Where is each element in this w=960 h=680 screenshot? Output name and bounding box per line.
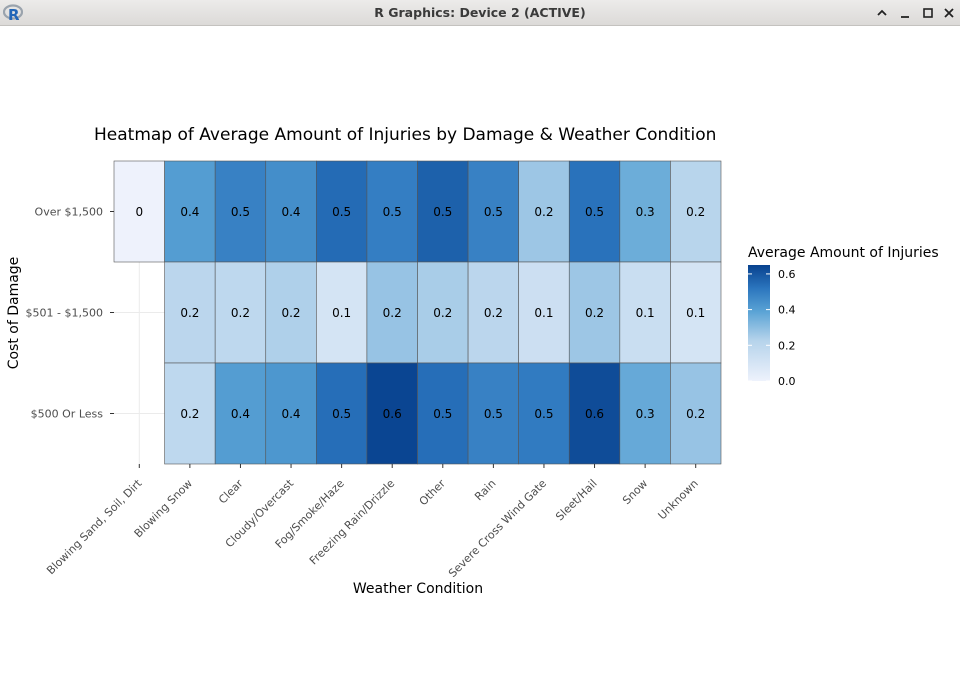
x-tick-label: Unknown: [656, 477, 701, 522]
heatmap-tile: [518, 261, 570, 364]
heatmap-tile: [619, 261, 671, 364]
heatmap-tile: [214, 261, 267, 364]
legend: Average Amount of Injuries 0.0 0.2 0.4 0.6: [748, 245, 939, 388]
heatmap-tile: [670, 362, 722, 465]
cell-value-label: 0.2: [686, 205, 705, 219]
x-tick-label: Sleet/Hail: [553, 477, 599, 523]
cell-value-label: 0.5: [484, 205, 503, 219]
close-icon[interactable]: [940, 4, 958, 22]
x-tick-label: Severe Cross Wind Gate: [446, 477, 549, 580]
cell-value-label: 0.3: [636, 407, 655, 421]
cell-value-label: 0.4: [281, 407, 300, 421]
cell-value-label: 0.4: [231, 407, 250, 421]
x-tick-label: Blowing Sand, Soil, Dirt: [44, 476, 145, 577]
chart-title: Heatmap of Average Amount of Injuries by…: [94, 125, 716, 145]
heatmap-tile: [417, 261, 469, 364]
cell-value-label: 0.2: [281, 306, 300, 320]
cell-value-label: 0.2: [484, 306, 503, 320]
heatmap-tile: [366, 261, 418, 364]
cell-value-label: 0.2: [383, 306, 402, 320]
cell-value-label: 0.1: [332, 306, 351, 320]
heatmap-tile: [467, 160, 519, 263]
heatmap-tile: [113, 160, 165, 263]
heatmap-chart: Heatmap of Average Amount of Injuries by…: [6, 125, 939, 597]
cell-value-label: 0.1: [534, 306, 553, 320]
heatmap-tile: [265, 261, 317, 364]
heatmap-tile: [568, 261, 621, 364]
legend-colorbar: [748, 265, 770, 381]
cell-value-label: 0.2: [180, 407, 199, 421]
cell-value-label: 0.5: [484, 407, 503, 421]
heatmap-tile: [316, 160, 368, 263]
heatmap-tile: [214, 160, 267, 263]
window-titlebar[interactable]: R R Graphics: Device 2 (ACTIVE): [0, 0, 960, 26]
heatmap-tile: [417, 362, 469, 465]
x-axis-label: Weather Condition: [353, 581, 483, 597]
cell-value-label: 0.6: [585, 407, 604, 421]
plot-canvas: Heatmap of Average Amount of Injuries by…: [0, 26, 960, 676]
cell-value-label: 0.5: [231, 205, 250, 219]
heatmap-tile: [518, 362, 570, 465]
legend-tick-label: 0.0: [778, 375, 796, 388]
cell-value-label: 0.5: [585, 205, 604, 219]
y-tick-label: Over $1,500: [35, 206, 103, 219]
heatmap-tile: [316, 362, 368, 465]
y-tick-label: $501 - $1,500: [26, 307, 103, 320]
cell-value-label: 0.1: [636, 306, 655, 320]
cell-value-label: 0.2: [180, 306, 199, 320]
x-tick-label: Other: [417, 477, 449, 509]
heatmap-tile: [417, 160, 469, 263]
cell-value-label: 0.5: [433, 205, 452, 219]
x-tick-label: Freezing Rain/Drizzle: [307, 477, 398, 568]
x-tick-label: Clear: [216, 477, 246, 507]
svg-text:R: R: [8, 6, 20, 23]
chevron-up-icon[interactable]: [873, 4, 891, 22]
heatmap-tile: [265, 160, 317, 263]
heatmap-tile: [670, 261, 722, 364]
cell-value-label: 0.2: [231, 306, 250, 320]
legend-title: Average Amount of Injuries: [748, 245, 939, 261]
heatmap-tile: [568, 160, 621, 263]
cell-value-label: 0.5: [534, 407, 553, 421]
heatmap-tile: [164, 362, 216, 465]
x-tick-label: Snow: [620, 477, 650, 507]
cell-value-label: 0.4: [180, 205, 199, 219]
cell-value-label: 0.1: [686, 306, 705, 320]
cell-value-label: 0.5: [332, 407, 351, 421]
cell-value-label: 0.6: [383, 407, 402, 421]
y-axis-label: Cost of Damage: [6, 257, 22, 370]
heatmap-tile: [467, 362, 519, 465]
minimize-icon[interactable]: [896, 4, 914, 22]
y-tick-label: $500 Or Less: [31, 408, 104, 421]
heatmap-tile: [619, 362, 671, 465]
cell-label-layer: 0 0.4 0.5 0.4 0.5 0.5 0.5 0.5 0.2 0.5 0.3 0.2 0.2 0.2…: [135, 205, 705, 421]
cell-value-label: 0.2: [585, 306, 604, 320]
legend-tick-label: 0.4: [778, 304, 796, 317]
heatmap-tile: [619, 160, 671, 263]
legend-tick-label: 0.2: [778, 339, 796, 352]
heatmap-tile: [568, 362, 621, 465]
cell-value-label: 0.5: [383, 205, 402, 219]
r-logo-icon: R: [3, 4, 23, 23]
cell-value-label: 0.4: [281, 205, 300, 219]
cell-value-label: 0.2: [686, 407, 705, 421]
cell-value-label: 0.5: [332, 205, 351, 219]
heatmap-tile: [366, 362, 418, 465]
cell-value-label: 0.2: [534, 205, 553, 219]
x-tick-label: Rain: [472, 477, 498, 503]
cell-value-label: 0.2: [433, 306, 452, 320]
cell-value-label: 0.5: [433, 407, 452, 421]
heatmap-tile: [518, 160, 570, 263]
maximize-icon[interactable]: [919, 4, 937, 22]
heatmap-tile: [214, 362, 267, 465]
tile-layer: [113, 160, 722, 465]
legend-tick-label: 0.6: [778, 268, 796, 281]
heatmap-tile: [670, 160, 722, 263]
window-title: R Graphics: Device 2 (ACTIVE): [374, 5, 586, 20]
cell-value-label: 0.3: [636, 205, 655, 219]
heatmap-tile: [164, 160, 216, 263]
cell-value-label: 0: [135, 205, 143, 219]
